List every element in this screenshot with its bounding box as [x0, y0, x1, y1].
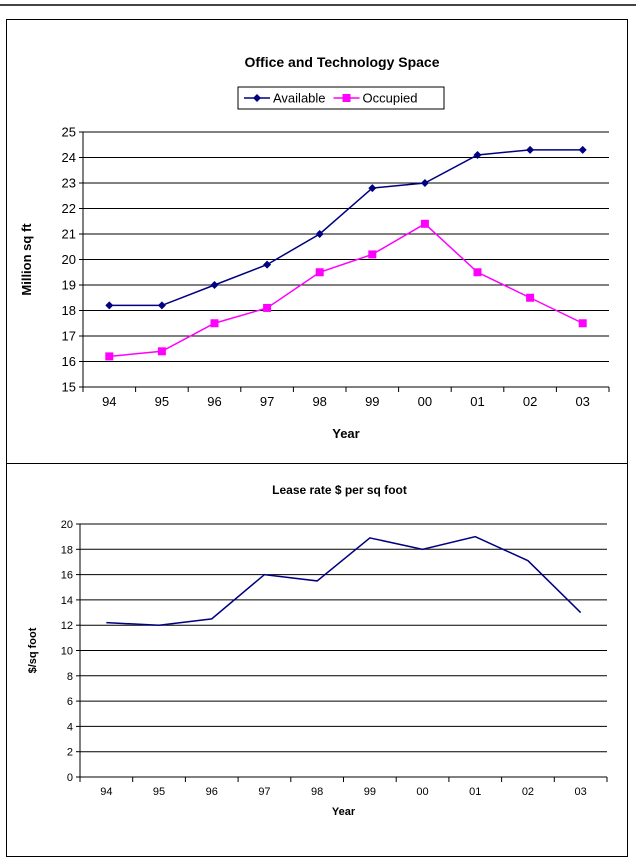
data-point-available — [157, 301, 166, 310]
lease-chart-svg: Lease rate $ per sq foot0246810121416182… — [27, 483, 608, 818]
y-tick-label: 2 — [67, 747, 73, 759]
chart-title: Office and Technology Space — [244, 54, 439, 70]
x-tick-label: 96 — [206, 786, 218, 798]
y-tick-label: 16 — [62, 354, 76, 369]
y-tick-label: 0 — [67, 772, 73, 784]
series-line-occupied — [109, 222, 584, 358]
x-axis-label: Year — [332, 806, 356, 818]
x-tick-label: 03 — [575, 394, 589, 409]
chart-title: Lease rate $ per sq foot — [272, 483, 407, 497]
x-tick-label: 03 — [575, 786, 587, 798]
y-tick-label: 16 — [61, 570, 73, 582]
y-tick-label: 21 — [62, 227, 76, 242]
x-tick-label: 97 — [260, 394, 274, 409]
chart-panel-space: Office and Technology Space 15 16 17 18 19 20 2… — [6, 19, 628, 464]
data-point-occupied — [368, 250, 377, 259]
legend-marker-occupied — [342, 94, 351, 102]
y-tick-label: 8 — [67, 671, 73, 683]
data-point-available — [578, 145, 587, 154]
y-axis-label: Million sq ft — [19, 223, 34, 296]
data-point-occupied — [420, 219, 429, 228]
legend-label-available: Available — [273, 91, 326, 106]
y-tick-label: 18 — [61, 544, 73, 556]
y-tick-label: 22 — [62, 201, 76, 216]
x-tick-label: 96 — [207, 394, 221, 409]
x-tick-label: 02 — [523, 394, 537, 409]
x-axis-label: Year — [332, 426, 359, 441]
data-point-available — [210, 281, 219, 289]
x-tick-label: 00 — [416, 786, 428, 798]
y-tick-label: 10 — [61, 645, 73, 657]
x-tick-label: 97 — [258, 786, 270, 798]
series-line-lease-rate — [106, 535, 582, 626]
y-tick-label: 24 — [62, 150, 76, 165]
y-tick-label: 25 — [62, 125, 76, 140]
y-tick-label: 14 — [61, 595, 73, 607]
x-tick-label: 95 — [153, 786, 165, 798]
x-tick-label: 98 — [312, 394, 326, 409]
data-point-available — [105, 301, 114, 310]
data-point-available — [526, 145, 535, 154]
top-divider-line — [0, 4, 636, 6]
x-tick-label: 94 — [102, 394, 116, 409]
x-tick-label: 01 — [470, 394, 484, 409]
x-tick-label: 95 — [155, 394, 169, 409]
y-tick-label: 19 — [62, 278, 76, 293]
data-point-available — [315, 230, 324, 238]
data-point-occupied — [315, 268, 324, 277]
data-point-occupied — [263, 303, 272, 312]
data-point-available — [263, 260, 272, 269]
chart-panel-lease: Lease rate $ per sq foot 0 2 4 6 8 10 12 14 16 18 2… — [6, 463, 628, 857]
legend-marker-available — [253, 94, 261, 102]
data-point-occupied — [157, 347, 166, 356]
x-tick-label: 98 — [311, 786, 323, 798]
x-tick-label: 99 — [364, 786, 376, 798]
y-tick-label: 18 — [62, 303, 76, 318]
x-tick-label: 02 — [522, 786, 534, 798]
y-tick-label: 6 — [67, 696, 73, 708]
y-tick-label: 23 — [62, 176, 76, 191]
data-point-available — [420, 179, 429, 187]
y-tick-label: 12 — [61, 620, 73, 632]
x-tick-label: 94 — [100, 786, 112, 798]
series-line-available — [109, 149, 583, 307]
space-chart-svg: Office and Technology Space 15 16 17 18 19 20 2… — [19, 54, 610, 441]
data-point-occupied — [210, 319, 219, 328]
y-tick-label: 20 — [61, 519, 73, 531]
y-tick-label: 15 — [62, 380, 76, 395]
data-point-available — [473, 150, 482, 159]
x-tick-label: 01 — [469, 786, 481, 798]
data-point-occupied — [578, 319, 587, 328]
y-tick-label: 20 — [62, 252, 76, 267]
y-tick-label: 17 — [62, 329, 76, 344]
y-tick-label: 4 — [67, 721, 73, 733]
data-point-occupied — [473, 268, 482, 277]
x-tick-label: 00 — [418, 394, 432, 409]
data-point-available — [368, 184, 377, 193]
x-tick-label: 99 — [365, 394, 379, 409]
legend-label-occupied: Occupied — [363, 91, 418, 106]
y-axis-label: $/sq foot — [27, 627, 39, 673]
data-point-occupied — [526, 293, 535, 302]
data-point-occupied — [105, 352, 114, 361]
